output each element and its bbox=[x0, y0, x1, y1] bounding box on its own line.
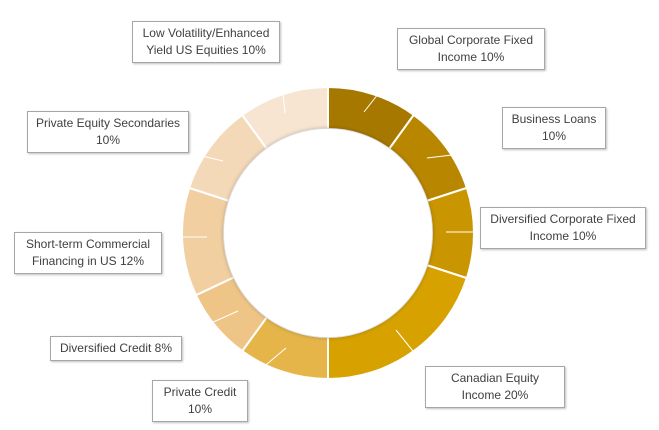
data-label-line1: Short-term Commercial bbox=[25, 237, 151, 251]
leader-line-8 bbox=[188, 152, 224, 162]
data-label-line1: Diversified Credit 8% bbox=[59, 341, 173, 355]
leader-line-5 bbox=[247, 347, 287, 381]
leader-line-4 bbox=[395, 329, 426, 367]
data-label-line1: Canadian Equity bbox=[450, 371, 540, 385]
data-label-line2: 10% bbox=[95, 133, 121, 147]
slice-3 bbox=[425, 186, 475, 280]
doughnut-hole bbox=[224, 129, 432, 337]
data-label-line2: 10% bbox=[541, 129, 567, 143]
data-label-7: Short-term Commercial Financing in US 12% bbox=[14, 232, 162, 274]
leader-line-6 bbox=[181, 310, 239, 337]
data-label-line2: Income 20% bbox=[461, 388, 529, 402]
data-label-line2: Income 10% bbox=[529, 229, 597, 243]
data-label-line2: 10% bbox=[187, 402, 213, 416]
leader-line-2 bbox=[426, 148, 503, 159]
data-label-4: Canadian Equity Income 20% bbox=[425, 366, 565, 408]
data-label-1: Global Corporate Fixed Income 10% bbox=[397, 28, 545, 70]
leader-line-9 bbox=[279, 62, 286, 114]
data-label-2: Business Loans 10% bbox=[502, 107, 606, 149]
leader-lines-group bbox=[162, 62, 503, 381]
data-label-line1: Private Equity Secondaries bbox=[35, 116, 181, 130]
data-label-line2: Income 10% bbox=[437, 50, 505, 64]
data-label-line1: Low Volatility/Enhanced bbox=[142, 26, 270, 40]
data-label-line1: Diversified Corporate Fixed bbox=[490, 212, 636, 226]
data-label-3: Diversified Corporate Fixed Income 10% bbox=[480, 207, 646, 249]
data-label-line1: Global Corporate Fixed bbox=[408, 33, 534, 47]
leader-line-1 bbox=[363, 69, 398, 113]
data-label-6: Diversified Credit 8% bbox=[50, 336, 182, 361]
data-label-line2: Financing in US 12% bbox=[31, 254, 145, 268]
slice-9 bbox=[240, 85, 329, 151]
data-label-9: Low Volatility/Enhanced Yield US Equities… bbox=[132, 21, 280, 63]
data-label-8: Private Equity Secondaries 10% bbox=[27, 111, 189, 153]
data-label-5: Private Credit 10% bbox=[152, 380, 248, 422]
data-label-line2: Yield US Equities 10% bbox=[146, 43, 266, 57]
slices-group bbox=[181, 85, 475, 381]
data-label-line1: Private Credit bbox=[163, 385, 237, 399]
data-label-line1: Business Loans bbox=[511, 112, 597, 126]
